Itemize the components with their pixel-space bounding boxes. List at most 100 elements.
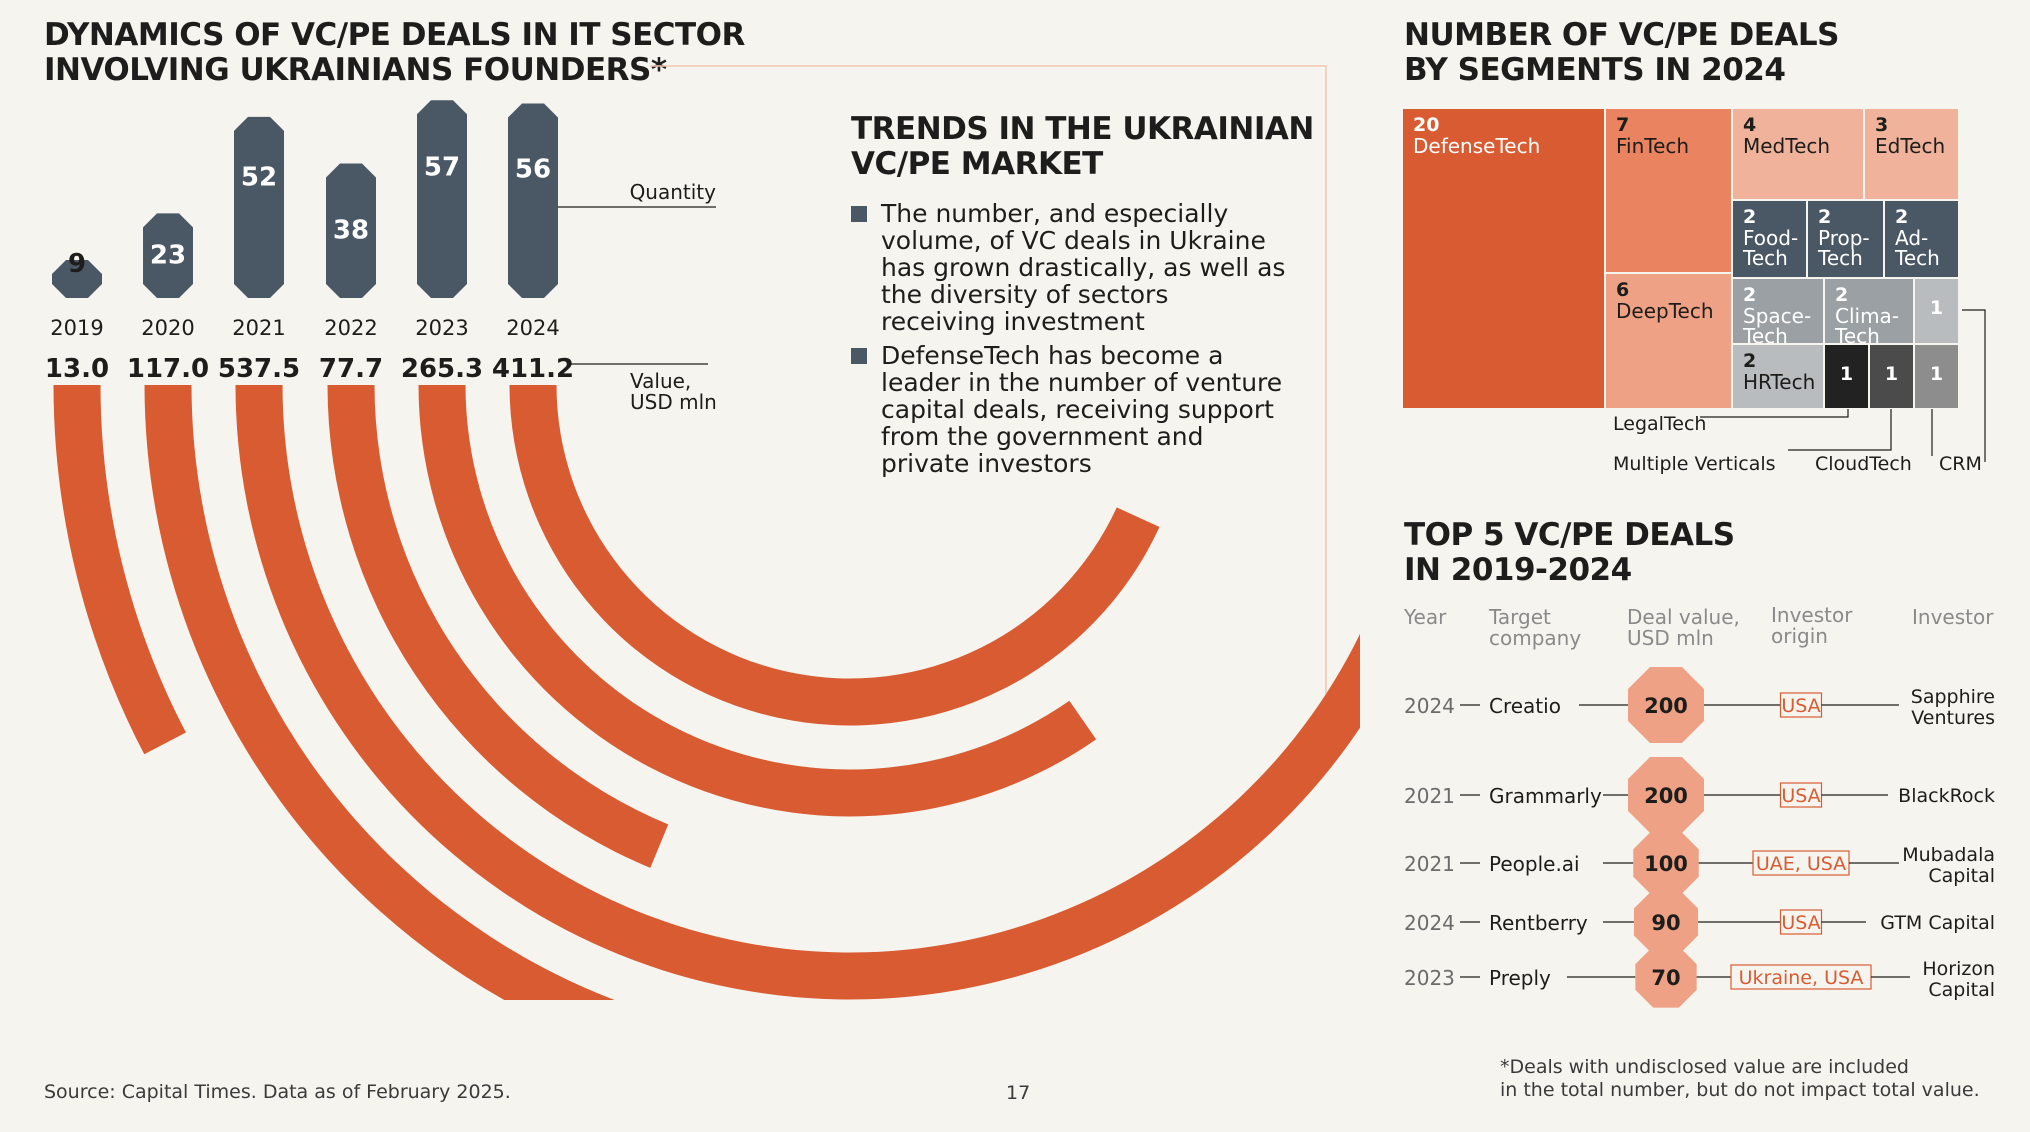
trends-title-line-1: TRENDS IN THE UKRAINIAN [851,111,1314,147]
row-company: Grammarly [1489,784,1602,808]
row-year: 2021 [1404,852,1455,876]
bullet-square-icon [851,206,867,222]
row-investor: Capital [1928,865,1995,887]
row-investor: Sapphire [1911,686,1995,708]
quantity-bar-2020 [143,213,193,298]
value-legend-label: USD mln [630,390,717,414]
leader-line [1962,309,1986,462]
segment-count: 2 [1743,206,1757,228]
leader-line [1700,409,1849,418]
row-value: 90 [1651,911,1680,935]
table-title-line-2: IN 2019-2024 [1404,552,1632,588]
source-note: Source: Capital Times. Data as of Februa… [44,1081,511,1103]
row-company: Preply [1489,966,1551,990]
col-header-value: Deal value, USD mln [1627,605,1740,650]
left-chart-title: DYNAMICS OF VC/PE DEALS IN IT SECTOR INV… [44,18,745,88]
segment-count: 2 [1895,206,1909,228]
segment-count: 3 [1875,114,1889,136]
col-header-origin: Investor origin [1771,603,1853,648]
col-header-target: Target company [1489,605,1582,650]
row-year: 2024 [1404,694,1455,718]
segment-label: Clima- Tech [1835,304,1900,344]
deals-dynamics-chart: 9 2019 13.0 23 2020 117.0 52 2021 537.5 38 2022 77.… [45,100,1360,1000]
row-company: Rentberry [1489,911,1588,935]
treemap-title-line-1: NUMBER OF VC/PE DEALS [1404,17,1840,53]
row-year: 2021 [1404,784,1455,808]
table-title-line-1: TOP 5 VC/PE DEALS [1404,517,1735,553]
segment-count: 20 [1413,114,1440,136]
treemap-cell-defensetech: 20 DefenseTech [1402,108,1605,409]
trend-text: The number, and especially volume, of VC… [881,199,1286,336]
quantity-label: 52 [241,163,277,193]
value-label: 265.3 [401,354,483,384]
year-label: 2023 [415,316,468,340]
treemap-cell-hrtech: 2 HRTech [1732,344,1824,409]
treemap-cell-edtech: 3 EdTech [1864,108,1959,200]
origin-badge [1779,692,1823,718]
quantity-legend-label: Quantity [630,180,717,204]
row-origin: USA [1781,695,1820,717]
segment-external-label: CloudTech [1815,453,1912,475]
treemap-cell-fintech: 7 FinTech [1605,108,1732,273]
value-label: 77.7 [319,354,383,384]
left-title-line-2: INVOLVING UKRAINIANS FOUNDERS* [44,52,667,88]
segment-label: Space- Tech [1743,304,1812,344]
row-year: 2023 [1404,966,1455,990]
quantity-label: 56 [515,154,551,184]
quantity-bar-2021 [234,116,284,298]
segment-label: MedTech [1743,134,1831,158]
segment-label: Food- Tech [1743,226,1799,270]
trend-item: DefenseTech has become a leader in the n… [851,342,1282,477]
segment-count: 7 [1616,114,1630,136]
trends-title-line-2: VC/PE MARKET [851,146,1103,182]
treemap-title: NUMBER OF VC/PE DEALS BY SEGMENTS IN 202… [1404,17,1840,88]
leader-line [1788,409,1892,451]
origin-badge [1779,782,1823,808]
origin-badge [1752,850,1850,876]
col-header-investor: Investor [1912,605,1994,629]
bullet-square-icon [851,348,867,364]
treemap-cell-prop-tech: 2 Prop- Tech [1807,200,1884,278]
value-label: 117.0 [127,354,209,384]
treemap-cell-space-tech: 2 Space- Tech [1732,278,1824,344]
segment-count: 2 [1743,350,1757,372]
row-origin: Ukraine, USA [1739,967,1864,989]
quantity-label: 57 [424,152,460,182]
table-row: 2024 Rentberry 90 USA GTM Capital [1404,889,1995,955]
row-company: Creatio [1489,694,1561,718]
segment-external-label: LegalTech [1613,413,1706,435]
row-investor: Horizon [1922,958,1995,980]
segment-label: EdTech [1875,134,1946,158]
segment-count: 2 [1743,284,1757,306]
col-header-year: Year [1404,605,1447,629]
value-legend-label: Value, [630,369,691,393]
treemap-cell-crm: 1 [1914,278,1959,344]
row-investor: Capital [1928,979,1995,1001]
deal-value-marker [1628,667,1704,743]
row-value: 100 [1644,852,1688,876]
treemap-title-line-2: BY SEGMENTS IN 2024 [1404,52,1786,88]
segment-label: HRTech [1743,370,1816,394]
footnote-line-1: *Deals with undisclosed value are includ… [1500,1056,1909,1078]
deal-value-marker [1628,757,1704,833]
row-investor: BlackRock [1898,785,1995,807]
footnote-line-2: in the total number, but do not impact t… [1500,1079,1980,1101]
left-title-line-1: DYNAMICS OF VC/PE DEALS IN IT SECTOR [44,17,745,53]
value-arc-2021 [235,385,1360,1000]
segment-count: 6 [1616,279,1630,301]
row-value: 200 [1644,784,1688,808]
deal-value-marker [1633,830,1699,896]
treemap-cell-ad-tech: 2 Ad- Tech [1884,200,1959,278]
segment-label: Ad- Tech [1895,226,1940,270]
treemap-cell-deeptech: 6 DeepTech [1605,273,1732,409]
segment-external-label: CRM [1939,453,1982,475]
row-value: 70 [1651,966,1680,990]
quantity-label: 23 [150,241,186,271]
value-label: 537.5 [218,354,300,384]
treemap-cell-multiple-verticals: 1 [1869,344,1914,409]
year-label: 2021 [232,316,285,340]
segment-count: 1 [1884,362,1899,385]
trends-title: TRENDS IN THE UKRAINIAN VC/PE MARKET [851,112,1314,182]
segment-count: 2 [1818,206,1832,228]
